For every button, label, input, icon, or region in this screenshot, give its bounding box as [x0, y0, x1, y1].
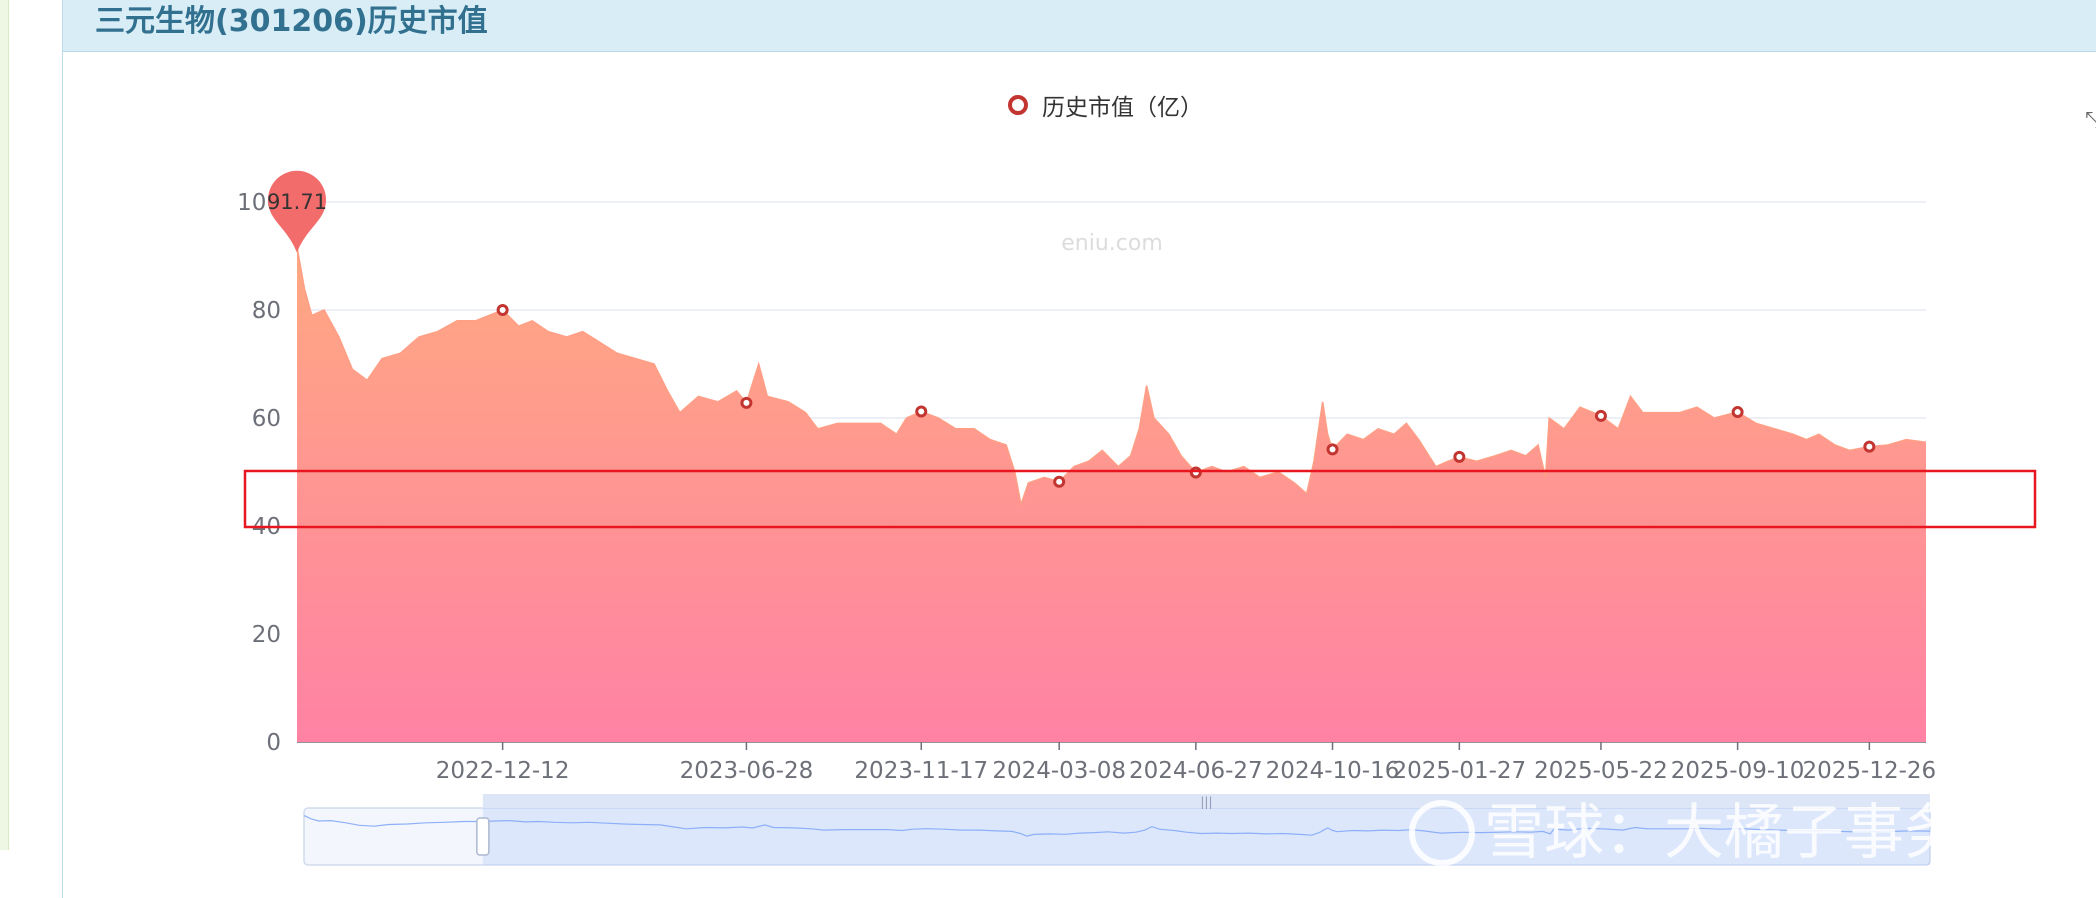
max-value-label: 91.71 [267, 190, 327, 214]
legend-label: 历史市值（亿） [1042, 95, 1203, 121]
x-tick-label: 2024-03-08 [992, 758, 1126, 784]
data-point-marker [1189, 466, 1202, 479]
legend-circle-icon [1008, 95, 1028, 115]
y-tick-label: 60 [252, 406, 281, 432]
market-cap-area [297, 246, 1926, 743]
x-tick-label: 2025-12-26 [1803, 758, 1937, 784]
restore-icon[interactable]: ⤡ [2085, 108, 2096, 133]
data-point-marker [1594, 409, 1607, 422]
x-tick-label: 2023-06-28 [680, 758, 814, 784]
x-tick-label: 2024-06-27 [1129, 758, 1263, 784]
x-tick-label: 2024-10-16 [1266, 758, 1400, 784]
page-title: 三元生物(301206)历史市值 [95, 4, 488, 39]
chart-legend[interactable]: 历史市值（亿） [1008, 90, 1203, 121]
data-point-marker [1731, 406, 1744, 419]
left-sidebar-strip [0, 0, 9, 850]
zoom-grip-icon: ||| [1200, 795, 1212, 809]
zoom-preview-line [303, 815, 1931, 837]
data-point-marker [1453, 450, 1466, 463]
max-pin-shape [268, 170, 326, 253]
x-tick-label: 2025-05-22 [1534, 758, 1668, 784]
data-point-marker [1326, 443, 1339, 456]
data-point-marker [740, 396, 753, 409]
data-point-marker [1053, 475, 1066, 488]
y-tick-label: 0 [266, 730, 281, 756]
y-tick-label: 20 [252, 622, 281, 648]
data-point-marker [1863, 440, 1876, 453]
zoom-left-handle[interactable] [476, 817, 490, 856]
x-tick-label: 2023-11-17 [854, 758, 988, 784]
x-tick-label: 2022-12-12 [436, 758, 570, 784]
highlight-band-box [243, 469, 2037, 529]
x-tick-label: 2025-09-10 [1671, 758, 1805, 784]
x-tick-label: 2025-01-27 [1393, 758, 1527, 784]
overlay-watermark-text: 雪球：大橘子事务所 [1484, 798, 2024, 868]
market-cap-line [296, 246, 1927, 508]
max-value-pin: 91.71 [267, 170, 327, 253]
data-point-marker [915, 405, 928, 418]
xueqiu-logo-icon [1409, 800, 1475, 866]
y-tick-label: 80 [252, 298, 281, 324]
panel-header: 三元生物(301206)历史市值 [63, 0, 2096, 52]
data-point-marker [496, 304, 509, 316]
overlay-watermark: 雪球：大橘子事务所 [1409, 798, 2024, 868]
zoom-move-bar[interactable] [482, 794, 1930, 808]
chart-watermark: eniu.com [1061, 231, 1163, 256]
zoom-window[interactable] [482, 808, 1930, 865]
